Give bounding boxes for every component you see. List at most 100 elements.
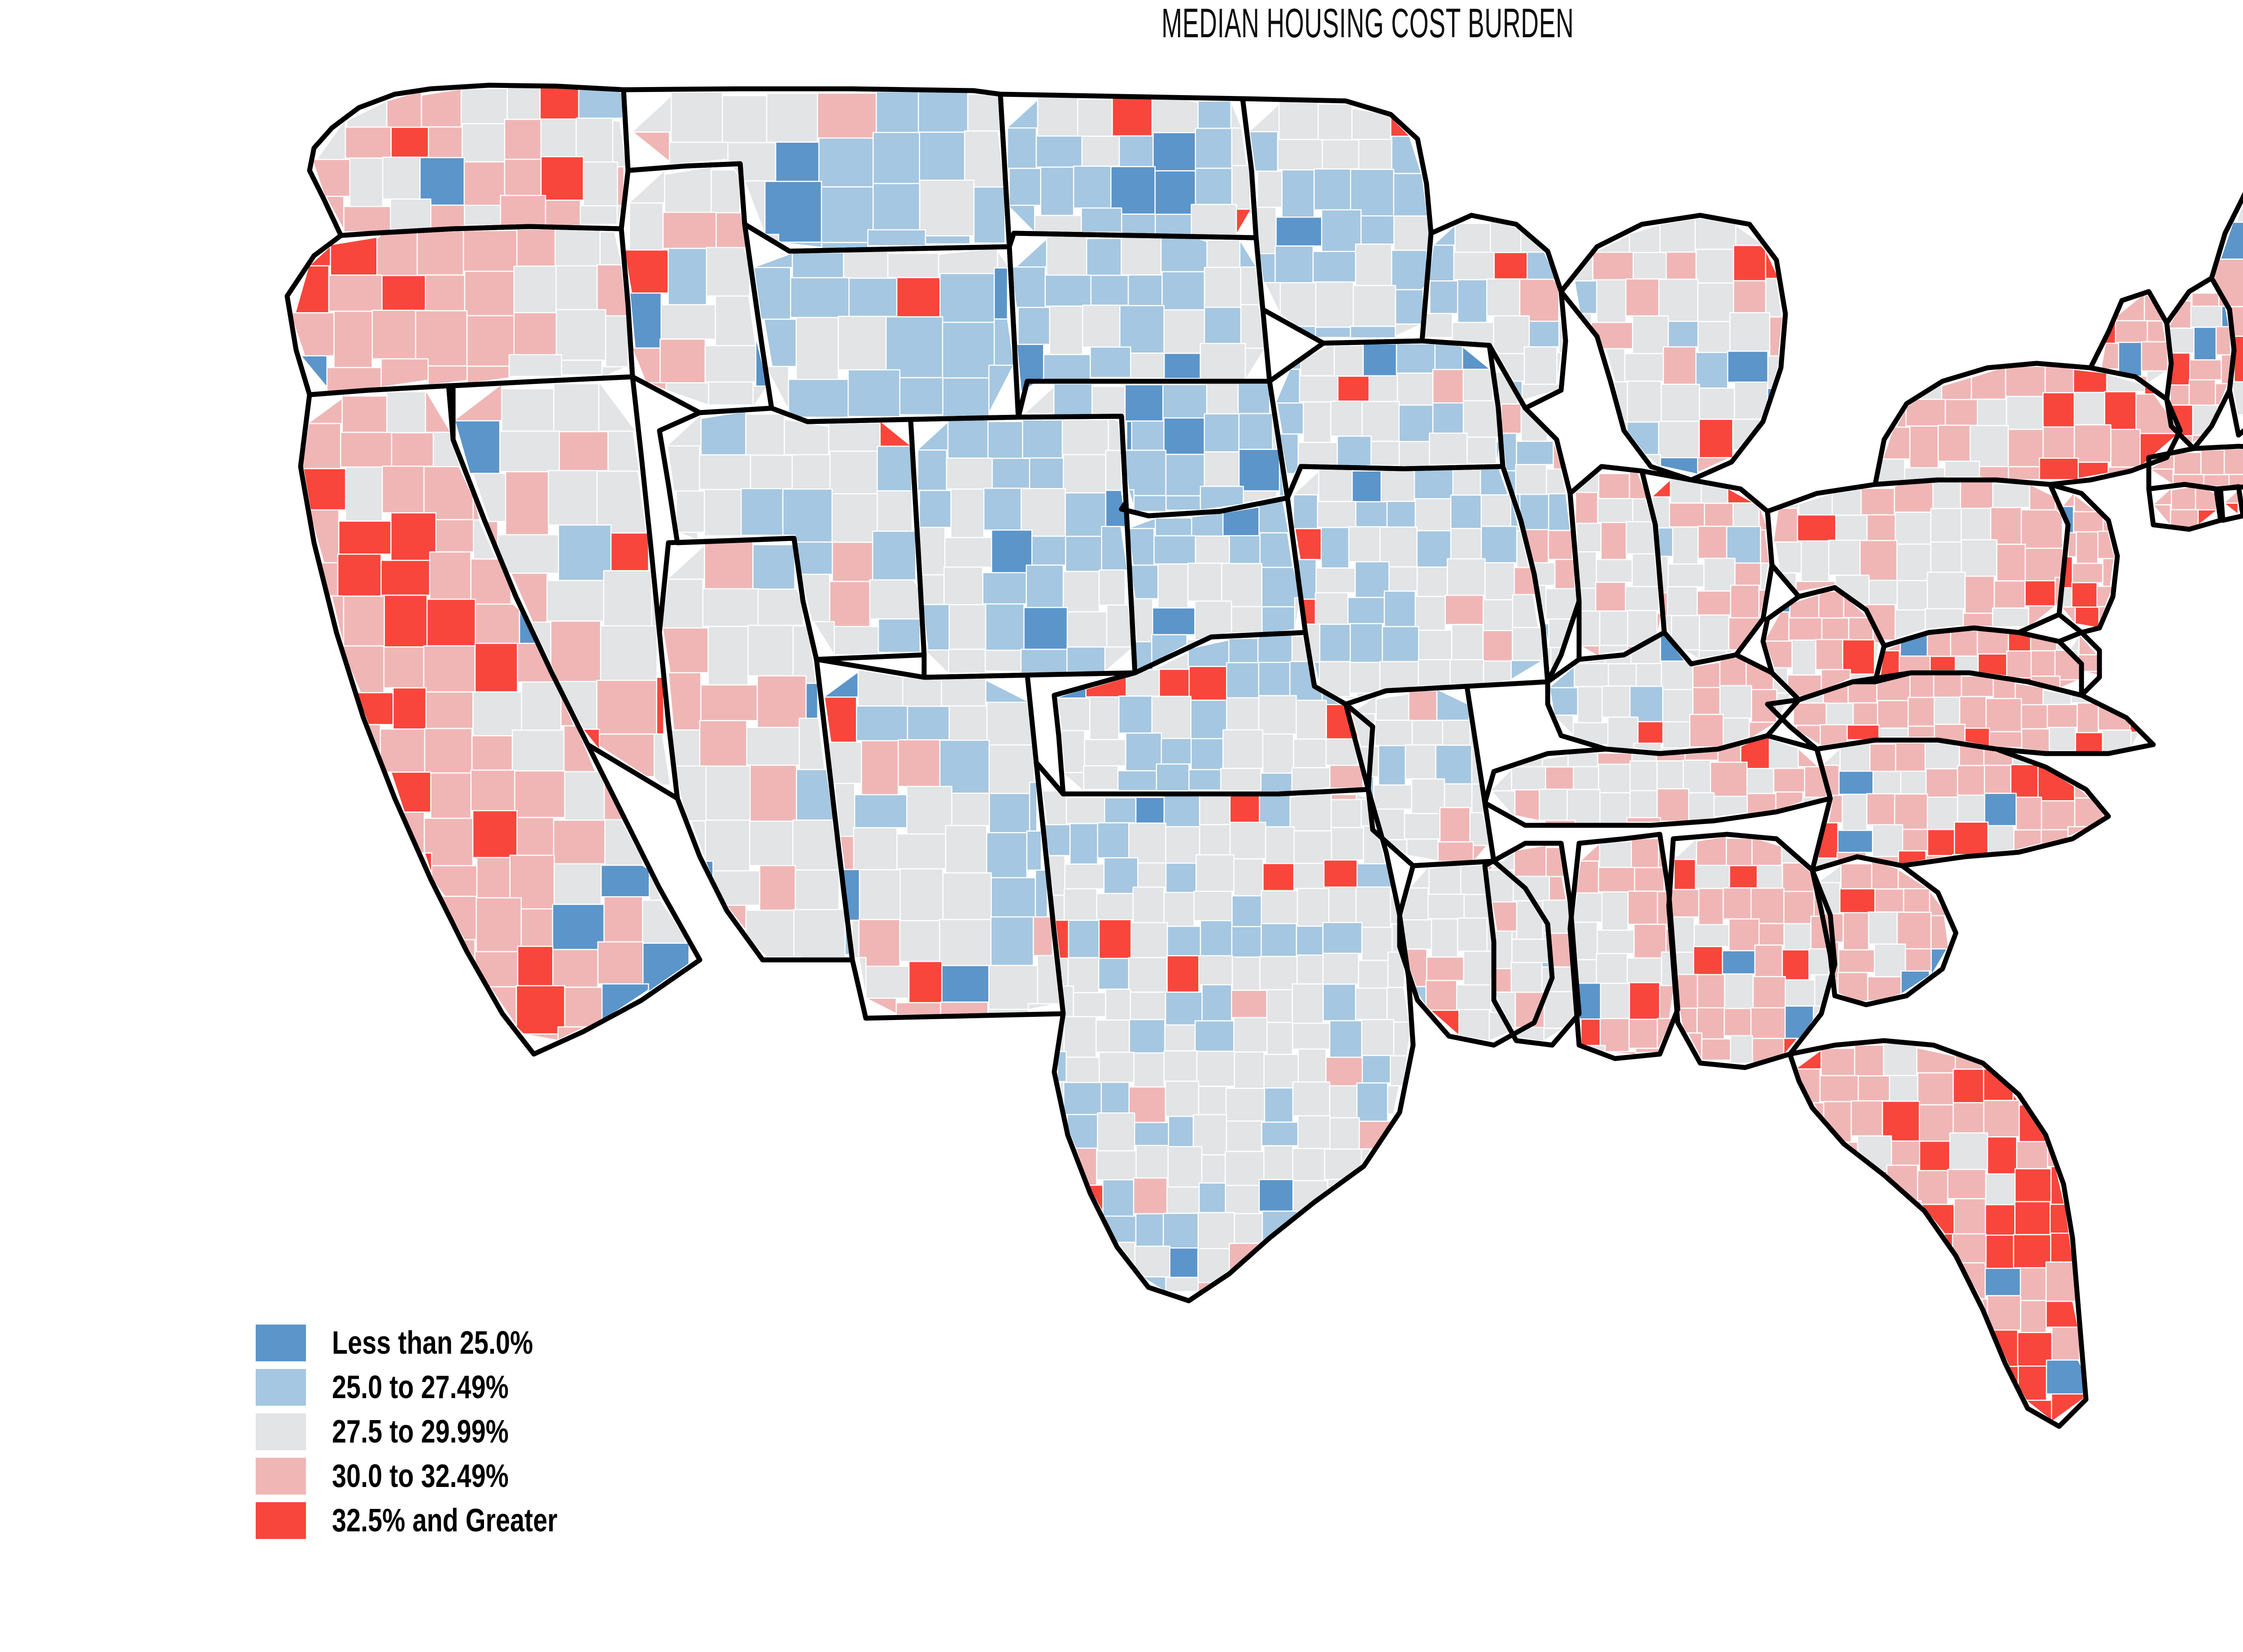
county-polygon	[1408, 690, 1438, 721]
county-polygon	[1629, 790, 1658, 819]
county-polygon	[1436, 689, 1470, 721]
county-polygon	[745, 413, 785, 456]
county-polygon	[1098, 569, 1126, 606]
county-polygon	[1905, 948, 1932, 972]
county-polygon	[383, 646, 424, 689]
county-polygon	[1462, 368, 1493, 401]
county-polygon	[1788, 617, 1823, 641]
county-polygon	[1944, 461, 1980, 478]
county-polygon	[1126, 421, 1133, 451]
county-polygon	[1673, 837, 1698, 860]
county-polygon	[1800, 540, 1829, 582]
county-polygon	[1195, 127, 1233, 169]
county-polygon	[1902, 828, 1929, 852]
state-counties-nm	[823, 669, 1061, 1016]
county-polygon	[1957, 765, 1986, 796]
county-polygon	[1166, 955, 1200, 993]
county-polygon	[824, 696, 857, 743]
county-polygon	[1493, 930, 1513, 969]
county-polygon	[1598, 645, 1628, 655]
county-polygon	[1734, 381, 1768, 420]
state-counties-ny	[1877, 365, 2179, 483]
county-polygon	[747, 624, 794, 677]
county-polygon	[973, 186, 1006, 244]
county-polygon	[578, 89, 624, 119]
county-polygon	[948, 604, 986, 650]
county-polygon	[1723, 887, 1752, 920]
county-polygon	[1608, 663, 1637, 687]
county-polygon	[1957, 794, 1986, 823]
county-polygon	[2074, 606, 2100, 629]
county-polygon	[1260, 772, 1293, 793]
county-polygon	[1296, 955, 1324, 985]
county-polygon	[2215, 383, 2229, 405]
county-polygon	[795, 317, 839, 380]
county-polygon	[1262, 863, 1295, 891]
county-polygon	[1573, 766, 1599, 790]
county-polygon	[1379, 526, 1418, 568]
county-polygon	[1191, 511, 1224, 537]
county-polygon	[668, 248, 707, 305]
county-polygon	[2051, 1326, 2081, 1361]
county-polygon	[1355, 886, 1391, 928]
county-polygon	[1985, 1204, 2016, 1236]
county-polygon	[1228, 638, 1259, 663]
county-polygon	[1577, 686, 1603, 724]
county-polygon	[1302, 401, 1331, 443]
county-polygon	[1021, 488, 1066, 537]
county-polygon	[1231, 165, 1251, 210]
county-polygon	[1483, 599, 1514, 631]
county-polygon	[2007, 466, 2040, 480]
county-polygon	[1049, 305, 1083, 355]
county-polygon	[1275, 216, 1322, 247]
county-polygon	[1543, 1028, 1565, 1042]
county-polygon	[1907, 697, 1935, 727]
county-polygon	[1599, 610, 1628, 646]
county-polygon	[1842, 639, 1875, 675]
county-polygon	[1163, 794, 1200, 828]
county-polygon	[424, 728, 473, 774]
county-polygon	[964, 130, 1005, 188]
county-polygon	[1697, 974, 1725, 1008]
county-polygon	[1276, 402, 1304, 435]
state-counties-va	[1791, 674, 2140, 754]
county-polygon	[917, 449, 947, 491]
county-polygon	[948, 649, 986, 674]
county-polygon	[1491, 901, 1518, 932]
county-polygon	[1733, 244, 1767, 282]
county-polygon	[950, 488, 985, 538]
county-polygon	[1839, 888, 1876, 913]
county-polygon	[1261, 890, 1298, 924]
county-polygon	[582, 728, 600, 750]
county-polygon	[1726, 526, 1761, 564]
state-counties-nj	[2060, 491, 2116, 629]
county-polygon	[1456, 984, 1492, 1011]
county-polygon	[1698, 418, 1733, 458]
state-counties-ne	[1019, 383, 1287, 512]
county-polygon	[1819, 1075, 1859, 1103]
county-polygon	[392, 687, 427, 730]
county-polygon	[1169, 1247, 1199, 1278]
county-polygon	[1257, 634, 1293, 663]
county-polygon	[1358, 959, 1389, 989]
county-polygon	[1200, 920, 1233, 956]
county-polygon	[1037, 96, 1078, 137]
county-polygon	[805, 683, 819, 719]
county-polygon	[470, 769, 515, 811]
county-polygon	[1693, 924, 1730, 947]
county-polygon	[1528, 321, 1560, 348]
county-polygon	[877, 445, 913, 492]
county-polygon	[1667, 321, 1699, 348]
county-polygon	[897, 739, 941, 787]
county-polygon	[546, 580, 605, 622]
county-polygon	[1073, 992, 1106, 1017]
county-polygon	[1511, 766, 1546, 791]
county-polygon	[1191, 204, 1237, 236]
county-polygon	[2118, 342, 2143, 377]
county-polygon	[1950, 630, 1978, 657]
county-polygon	[1482, 630, 1513, 662]
county-polygon	[564, 771, 605, 821]
county-polygon	[1156, 763, 1190, 792]
county-polygon	[2067, 826, 2090, 838]
county-polygon	[1480, 494, 1511, 527]
